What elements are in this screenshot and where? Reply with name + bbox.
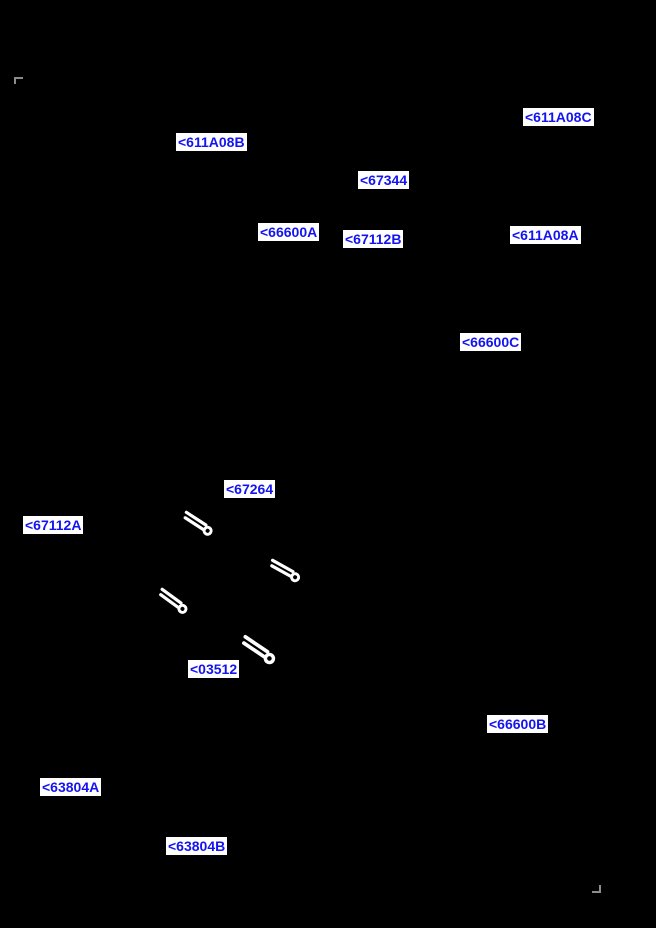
part-label-611A08C[interactable]: <611A08C	[523, 108, 594, 126]
part-label-66600C[interactable]: <66600C	[460, 333, 522, 351]
part-label-67112B[interactable]: <67112B	[343, 230, 404, 248]
crop-mark-bottom-right	[592, 885, 601, 893]
cotter-pin-icon	[237, 633, 280, 669]
cotter-pin-icon	[266, 557, 304, 586]
part-label-63804B[interactable]: <63804B	[166, 837, 228, 855]
part-label-67264[interactable]: <67264	[224, 480, 276, 498]
part-label-03512[interactable]: <03512	[188, 660, 240, 678]
part-label-66600A[interactable]: <66600A	[258, 223, 320, 241]
part-label-611A08B[interactable]: <611A08B	[176, 133, 247, 151]
part-label-67344[interactable]: <67344	[358, 171, 410, 189]
part-label-67112A[interactable]: <67112A	[23, 516, 84, 534]
crop-mark-top-left	[14, 77, 23, 84]
cotter-pin-icon	[179, 509, 216, 540]
part-label-611A08A[interactable]: <611A08A	[510, 226, 581, 244]
cotter-pin-icon	[154, 586, 191, 618]
part-label-66600B[interactable]: <66600B	[487, 715, 549, 733]
part-label-63804A[interactable]: <63804A	[40, 778, 102, 796]
